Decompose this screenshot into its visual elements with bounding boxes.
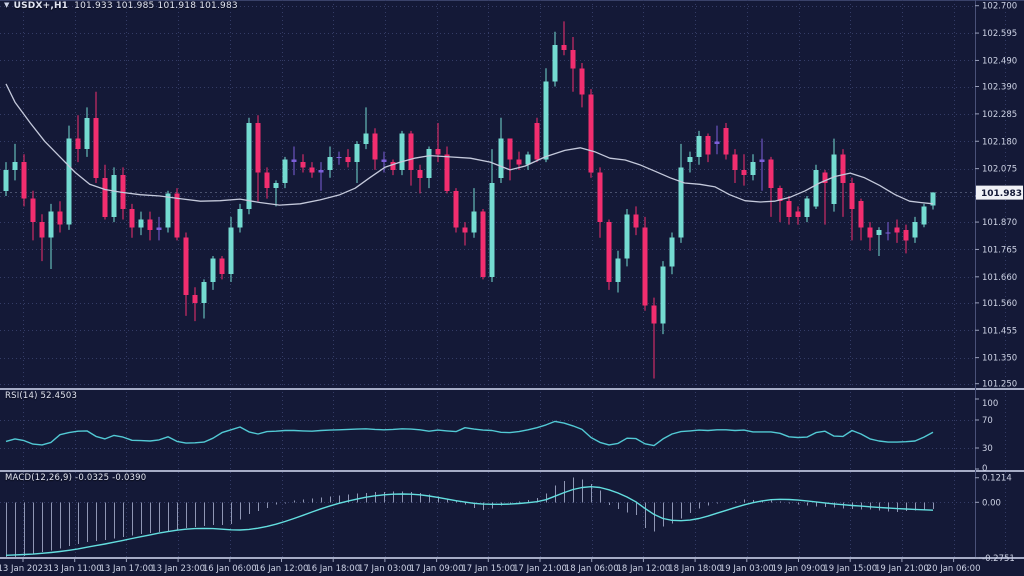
moving-average-line bbox=[5, 83, 934, 206]
svg-text:19 Jan 09:00: 19 Jan 09:00 bbox=[772, 564, 826, 574]
symbol-dropdown-icon[interactable]: ▼ bbox=[4, 1, 10, 9]
svg-text:0.00: 0.00 bbox=[982, 498, 1001, 508]
svg-text:102.390: 102.390 bbox=[982, 83, 1017, 93]
svg-text:30: 30 bbox=[982, 444, 993, 454]
svg-text:19 Jan 03:00: 19 Jan 03:00 bbox=[720, 564, 774, 574]
svg-text:19 Jan 15:00: 19 Jan 15:00 bbox=[823, 564, 877, 574]
svg-text:101.350: 101.350 bbox=[982, 354, 1017, 364]
svg-text:19 Jan 21:00: 19 Jan 21:00 bbox=[875, 564, 929, 574]
panel-separator[interactable] bbox=[0, 557, 1024, 559]
svg-text:70: 70 bbox=[982, 416, 993, 426]
chart-title-bar[interactable]: ▼ USDX+,H1 101.933 101.985 101.918 101.983 bbox=[4, 1, 238, 11]
symbol-timeframe-label: USDX+,H1 bbox=[13, 1, 69, 11]
svg-text:18 Jan 06:00: 18 Jan 06:00 bbox=[565, 564, 619, 574]
svg-text:13 Jan 17:00: 13 Jan 17:00 bbox=[99, 564, 153, 574]
svg-text:18 Jan 12:00: 18 Jan 12:00 bbox=[616, 564, 670, 574]
svg-text:16 Jan 06:00: 16 Jan 06:00 bbox=[203, 564, 257, 574]
svg-text:102.285: 102.285 bbox=[982, 110, 1017, 120]
svg-text:101.455: 101.455 bbox=[982, 326, 1017, 336]
macd-signal-line bbox=[5, 486, 934, 556]
panel-separator[interactable] bbox=[0, 470, 1024, 472]
svg-text:13 Jan 23:00: 13 Jan 23:00 bbox=[151, 564, 205, 574]
svg-text:13 Jan 11:00: 13 Jan 11:00 bbox=[48, 564, 102, 574]
svg-text:0.1214: 0.1214 bbox=[982, 474, 1012, 484]
svg-text:16 Jan 12:00: 16 Jan 12:00 bbox=[255, 564, 309, 574]
current-price-box bbox=[976, 185, 1023, 200]
macd-histogram bbox=[6, 477, 934, 558]
rsi-indicator-label: RSI(14) 52.4503 bbox=[5, 391, 78, 401]
svg-text:101.560: 101.560 bbox=[982, 299, 1017, 309]
svg-text:102.595: 102.595 bbox=[982, 29, 1017, 39]
svg-text:100: 100 bbox=[982, 399, 998, 409]
ohlc-values-label: 101.933 101.985 101.918 101.983 bbox=[74, 1, 238, 11]
svg-text:102.490: 102.490 bbox=[982, 56, 1017, 66]
svg-text:20 Jan 06:00: 20 Jan 06:00 bbox=[927, 564, 981, 574]
svg-text:102.180: 102.180 bbox=[982, 137, 1017, 147]
svg-text:17 Jan 03:00: 17 Jan 03:00 bbox=[358, 564, 412, 574]
svg-text:13 Jan 2023: 13 Jan 2023 bbox=[0, 564, 48, 574]
svg-text:17 Jan 21:00: 17 Jan 21:00 bbox=[513, 564, 567, 574]
svg-text:101.983: 101.983 bbox=[981, 189, 1022, 199]
svg-text:18 Jan 18:00: 18 Jan 18:00 bbox=[668, 564, 722, 574]
rsi-line bbox=[5, 420, 934, 447]
svg-text:16 Jan 18:00: 16 Jan 18:00 bbox=[306, 564, 360, 574]
svg-text:101.870: 101.870 bbox=[982, 218, 1017, 228]
svg-text:101.765: 101.765 bbox=[982, 245, 1017, 255]
grid-lines bbox=[0, 0, 1006, 557]
macd-indicator-label: MACD(12,26,9) -0.0325 -0.0390 bbox=[5, 473, 147, 483]
candlestick-series bbox=[3, 21, 936, 379]
svg-text:101.660: 101.660 bbox=[982, 273, 1017, 283]
svg-text:102.700: 102.700 bbox=[982, 2, 1017, 12]
price-axis: 102.700 102.595 102.490 102.390 102.285 102.1… bbox=[975, 0, 1023, 564]
svg-text:-0.2751: -0.2751 bbox=[982, 554, 1015, 564]
svg-text:102.075: 102.075 bbox=[982, 165, 1017, 175]
svg-text:17 Jan 09:00: 17 Jan 09:00 bbox=[410, 564, 464, 574]
svg-text:17 Jan 15:00: 17 Jan 15:00 bbox=[461, 564, 515, 574]
svg-text:101.250: 101.250 bbox=[982, 380, 1017, 390]
svg-text:0: 0 bbox=[982, 464, 987, 474]
panel-separator[interactable] bbox=[0, 388, 1024, 390]
